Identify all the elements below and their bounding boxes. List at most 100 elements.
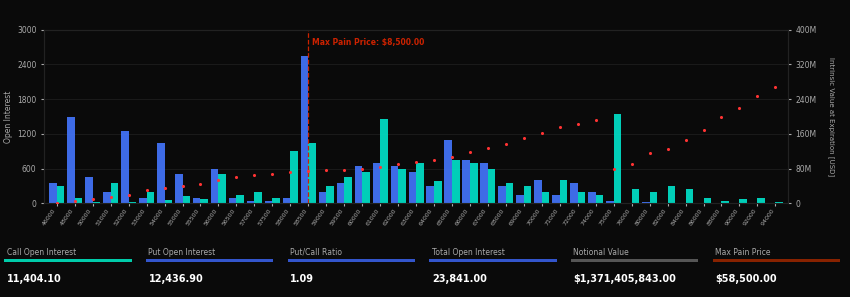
Bar [319, 192, 326, 203]
Text: Put/Call Ratio: Put/Call Ratio [290, 248, 343, 257]
Point [50, 201, 64, 206]
Bar [326, 186, 334, 203]
Bar [372, 163, 380, 203]
Bar [704, 198, 711, 203]
Point [176, 184, 190, 189]
Bar [291, 151, 298, 203]
Bar [416, 163, 423, 203]
Bar [667, 186, 675, 203]
Bar [183, 197, 190, 203]
Bar [614, 114, 621, 203]
Point [428, 158, 441, 162]
Bar [110, 183, 118, 203]
Point [158, 186, 172, 191]
Point [481, 146, 495, 150]
Bar [254, 192, 262, 203]
Point [409, 160, 422, 165]
Bar [740, 199, 747, 203]
Bar [103, 192, 110, 203]
Bar [175, 175, 183, 203]
Bar [462, 160, 470, 203]
Point [643, 151, 656, 156]
Bar [139, 198, 146, 203]
Text: Max Pain Price: $8,500.00: Max Pain Price: $8,500.00 [312, 37, 424, 47]
Bar [398, 169, 405, 203]
Bar [632, 189, 639, 203]
Bar [535, 180, 541, 203]
Point [535, 131, 548, 135]
Point [660, 147, 674, 151]
Bar [686, 189, 693, 203]
Bar [409, 172, 416, 203]
Bar [265, 200, 272, 203]
Point [517, 136, 530, 141]
Point [589, 118, 603, 122]
Bar [236, 195, 244, 203]
Bar [380, 119, 388, 203]
Point [768, 85, 782, 89]
Point [751, 93, 764, 98]
Point [499, 141, 513, 146]
Text: Notional Value: Notional Value [574, 248, 629, 257]
Point [715, 115, 728, 120]
Text: Total Open Interest: Total Open Interest [432, 248, 505, 257]
Point [302, 168, 315, 173]
Bar [193, 198, 201, 203]
Bar [121, 131, 128, 203]
Text: Max Pain Price: Max Pain Price [715, 248, 771, 257]
Point [445, 154, 459, 159]
Point [553, 125, 567, 130]
Bar [390, 166, 398, 203]
Bar [246, 200, 254, 203]
Text: $58,500.00: $58,500.00 [715, 274, 777, 284]
Point [68, 199, 82, 204]
Bar [541, 192, 549, 203]
Bar [552, 195, 560, 203]
Bar [128, 202, 136, 203]
Text: 11,404.10: 11,404.10 [7, 274, 61, 284]
Text: $1,371,405,843.00: $1,371,405,843.00 [574, 274, 677, 284]
Bar [506, 183, 513, 203]
Bar [57, 186, 65, 203]
Point [391, 162, 405, 167]
Bar [211, 169, 218, 203]
Bar [427, 186, 434, 203]
Bar [488, 169, 496, 203]
Bar [218, 175, 226, 203]
Y-axis label: Intrinsic Value at Expiration [USD]: Intrinsic Value at Expiration [USD] [828, 57, 835, 176]
Bar [649, 192, 657, 203]
Text: 1.09: 1.09 [290, 274, 314, 284]
Bar [337, 183, 344, 203]
Y-axis label: Open Interest: Open Interest [4, 90, 13, 143]
Bar [354, 166, 362, 203]
Bar [570, 183, 578, 203]
Text: Call Open Interest: Call Open Interest [7, 248, 76, 257]
Bar [596, 195, 603, 203]
Point [571, 122, 585, 127]
Bar [49, 183, 57, 203]
Bar [516, 195, 524, 203]
Bar [588, 192, 596, 203]
Point [139, 188, 153, 193]
Bar [757, 198, 765, 203]
Point [373, 164, 387, 169]
Point [733, 105, 746, 110]
Point [463, 150, 477, 154]
Text: Put Open Interest: Put Open Interest [149, 248, 216, 257]
Point [679, 138, 693, 143]
Bar [642, 202, 649, 203]
Bar [560, 180, 567, 203]
Bar [165, 200, 172, 203]
Bar [67, 117, 75, 203]
Bar [434, 181, 442, 203]
Bar [578, 192, 586, 203]
Bar [146, 192, 154, 203]
Point [230, 175, 243, 180]
Point [86, 197, 99, 201]
Bar [722, 200, 729, 203]
Bar [272, 198, 280, 203]
Text: 12,436.90: 12,436.90 [149, 274, 203, 284]
Text: 23,841.00: 23,841.00 [432, 274, 487, 284]
Bar [470, 163, 478, 203]
Bar [498, 186, 506, 203]
